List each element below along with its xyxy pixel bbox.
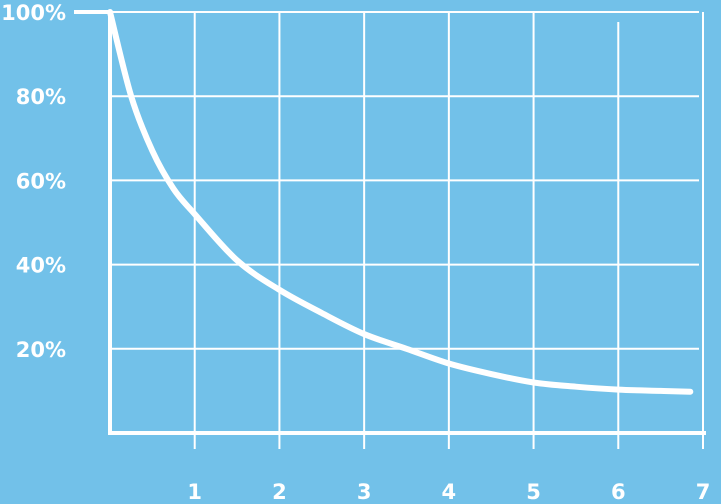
x-tick-label: 6: [611, 480, 626, 504]
x-tick-label: 3: [357, 480, 372, 504]
y-tick-label: 60%: [16, 169, 66, 193]
x-tick-label: 4: [442, 480, 457, 504]
series-line: [107, 9, 694, 395]
x-tick-label: 2: [272, 480, 287, 504]
x-tick-label: 7: [696, 480, 711, 504]
y-tick-label: 40%: [16, 254, 66, 278]
x-tick-label: 1: [187, 480, 202, 504]
x-tick-label: 5: [526, 480, 541, 504]
y-tick-label: 80%: [16, 85, 66, 109]
y-tick-label: 20%: [16, 338, 66, 362]
y-tick-label: 100%: [1, 1, 66, 25]
